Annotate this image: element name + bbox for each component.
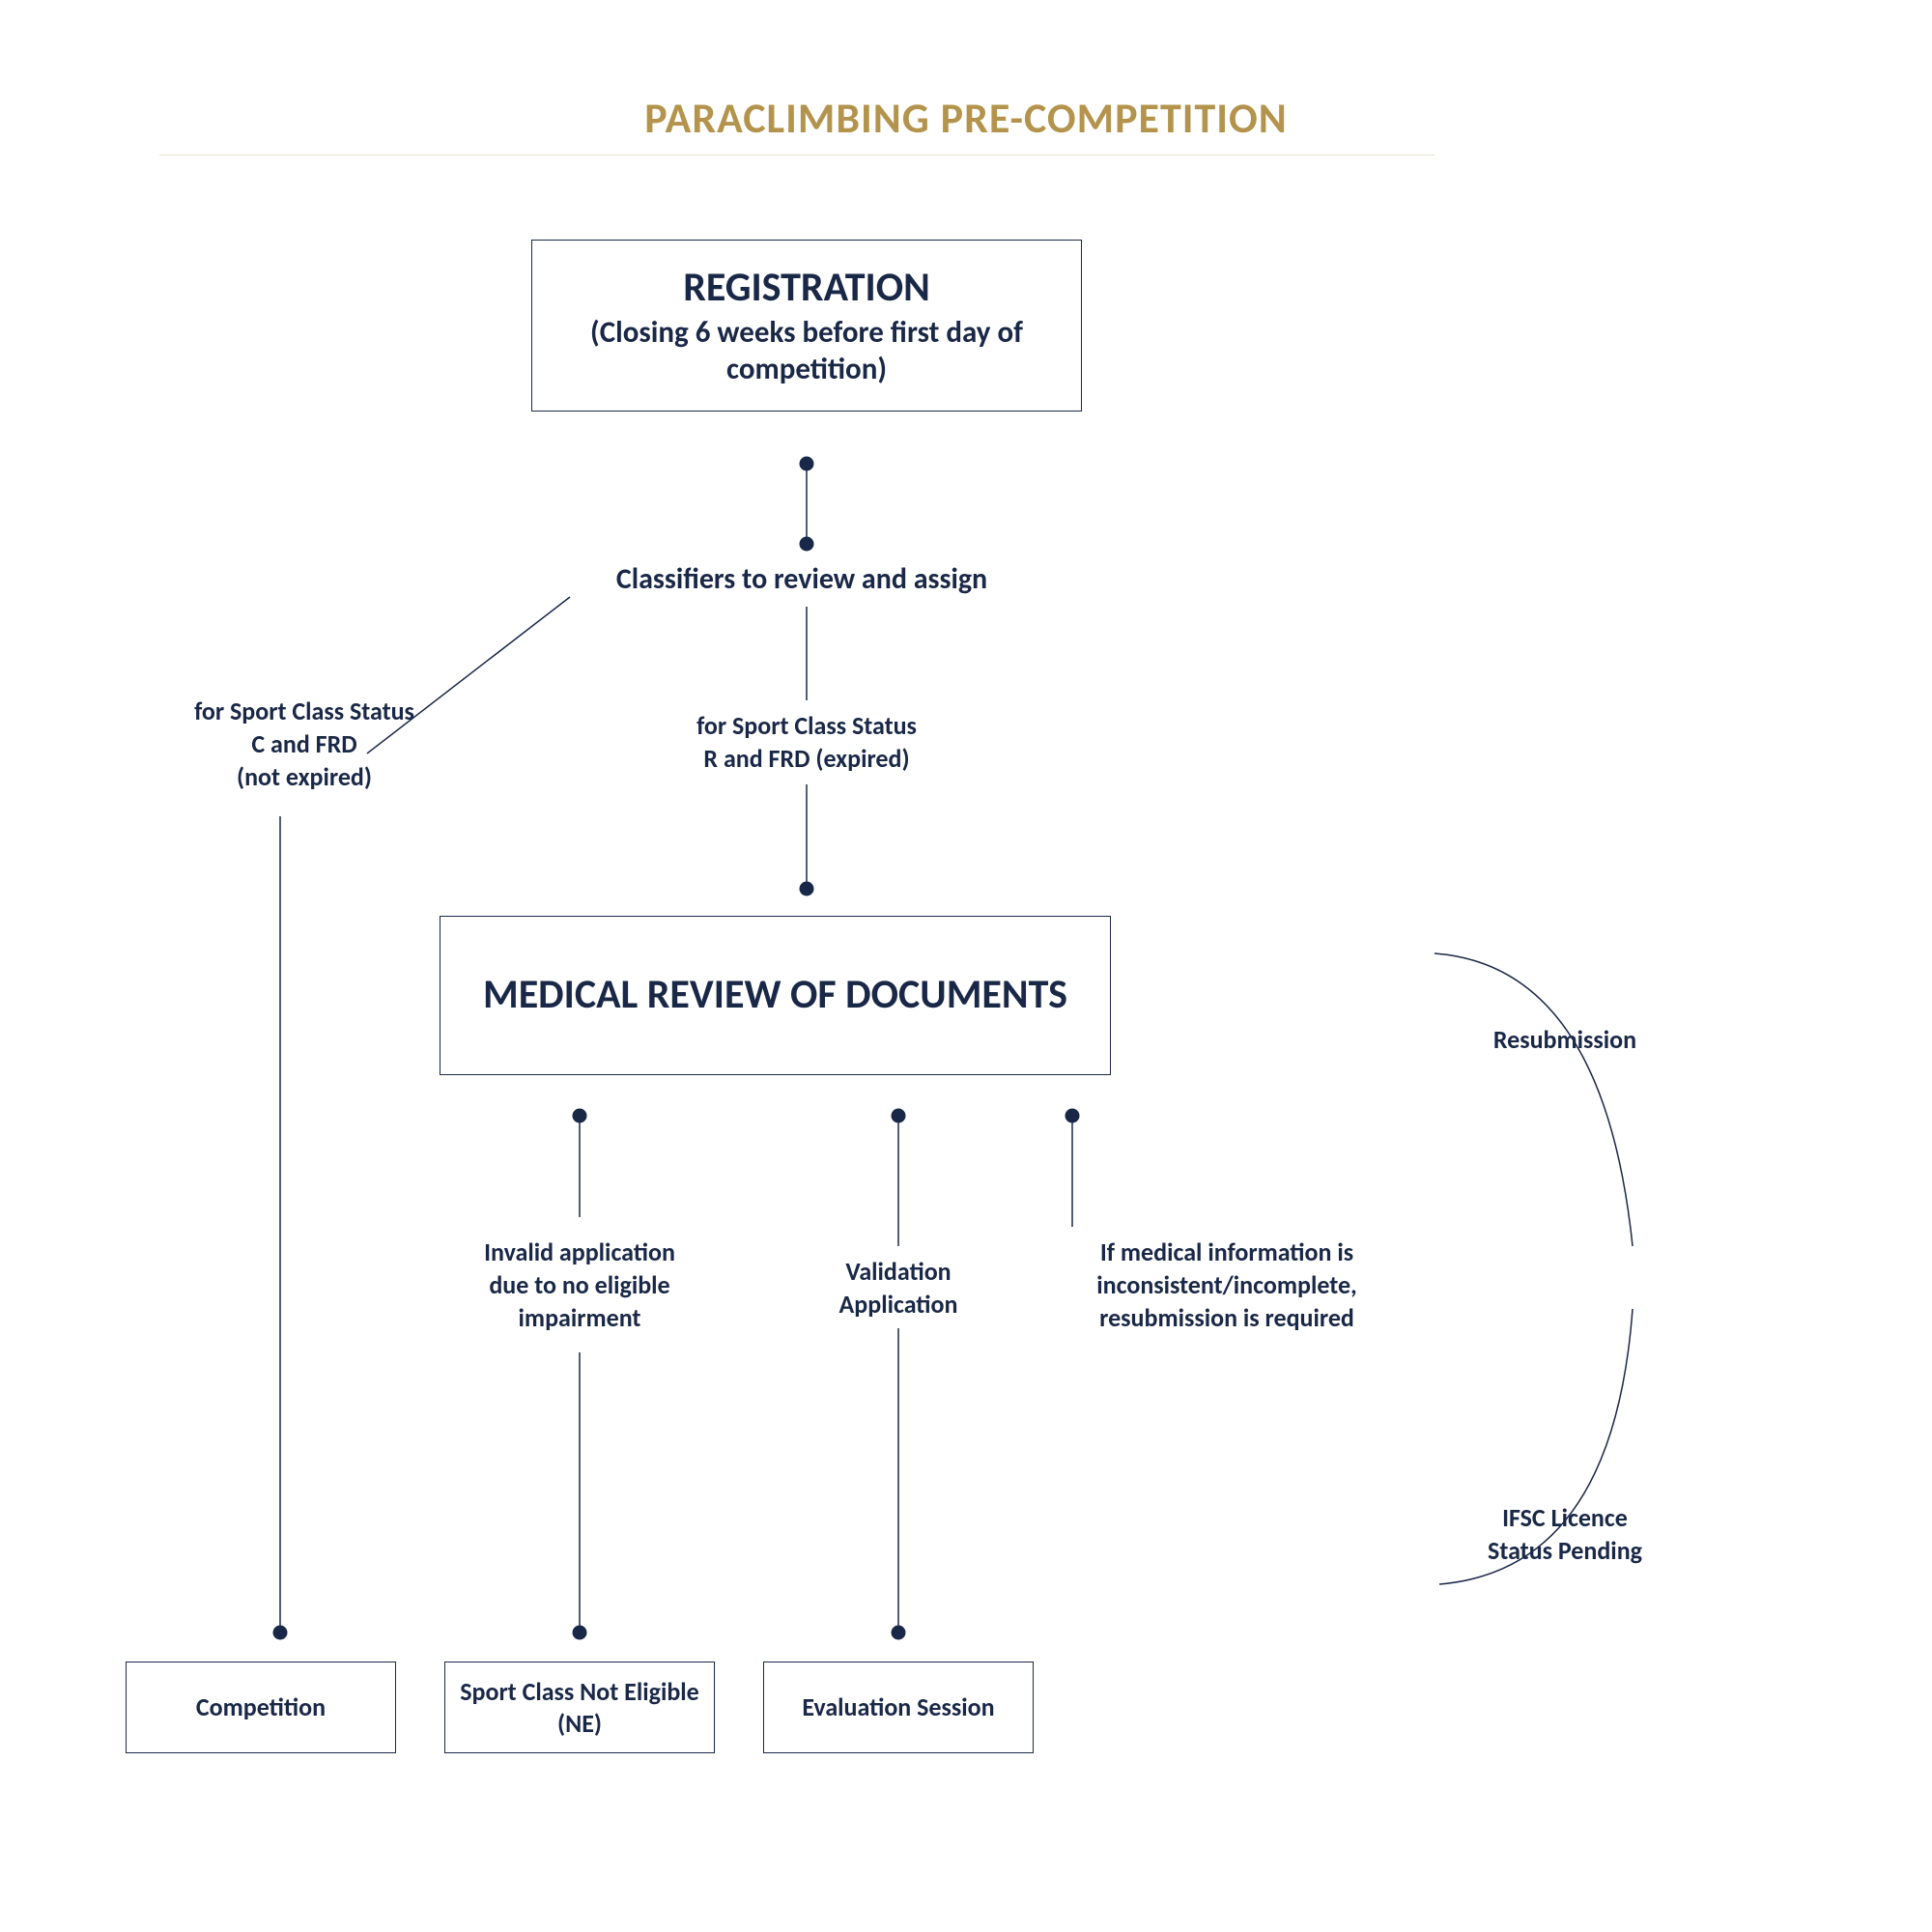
label-validation-application: Validation Application <box>773 1256 1024 1321</box>
node-evaluation-session: Evaluation Session <box>763 1662 1034 1753</box>
node-registration-title: REGISTRATION <box>683 263 930 314</box>
node-medical-title: MEDICAL REVIEW OF DOCUMENTS <box>483 970 1067 1021</box>
label-classifiers: Classifiers to review and assign <box>580 560 1024 598</box>
node-registration-sub: (Closing 6 weeks before first day of com… <box>559 314 1053 389</box>
label-branch-c-frd: for Sport Class Status C and FRD (not ex… <box>159 696 449 793</box>
text-line: R and FRD (expired) <box>703 743 909 774</box>
text-line: due to no eligible <box>489 1269 669 1300</box>
label-licence-pending: IFSC Licence Status Pending <box>1439 1502 1690 1568</box>
node-evaluation-title: Evaluation Session <box>802 1691 994 1723</box>
text-line: (not expired) <box>237 761 372 792</box>
node-not-eligible: Sport Class Not Eligible (NE) <box>444 1662 715 1753</box>
text-line: Status Pending <box>1488 1535 1642 1566</box>
text-line: Application <box>839 1289 958 1320</box>
text-line: Validation <box>845 1256 951 1287</box>
text-line: for Sport Class Status <box>696 710 917 741</box>
text-line: Invalid application <box>484 1236 675 1267</box>
node-competition-title: Competition <box>196 1691 326 1723</box>
label-inconsistent-info: If medical information is inconsistent/i… <box>1053 1236 1401 1334</box>
node-medical-review: MEDICAL REVIEW OF DOCUMENTS <box>440 916 1111 1075</box>
label-invalid-application: Invalid application due to no eligible i… <box>440 1236 720 1334</box>
text-line: C and FRD <box>251 728 356 759</box>
text-line: resubmission is required <box>1099 1302 1354 1333</box>
node-competition: Competition <box>126 1662 396 1753</box>
text-line: impairment <box>519 1302 641 1333</box>
text-line: IFSC Licence <box>1502 1502 1628 1533</box>
node-not-eligible-title: Sport Class Not Eligible (NE) <box>459 1676 700 1739</box>
text-line: If medical information is <box>1100 1236 1353 1267</box>
title-underline <box>159 155 1435 156</box>
label-branch-r-frd: for Sport Class Status R and FRD (expire… <box>662 710 952 776</box>
label-resubmission: Resubmission <box>1439 1024 1690 1057</box>
text-line: inconsistent/incomplete, <box>1096 1269 1357 1300</box>
page-title: PARACLIMBING PRE-COMPETITION <box>644 92 1288 144</box>
node-registration: REGISTRATION (Closing 6 weeks before fir… <box>531 240 1082 412</box>
text-line: for Sport Class Status <box>194 696 414 726</box>
